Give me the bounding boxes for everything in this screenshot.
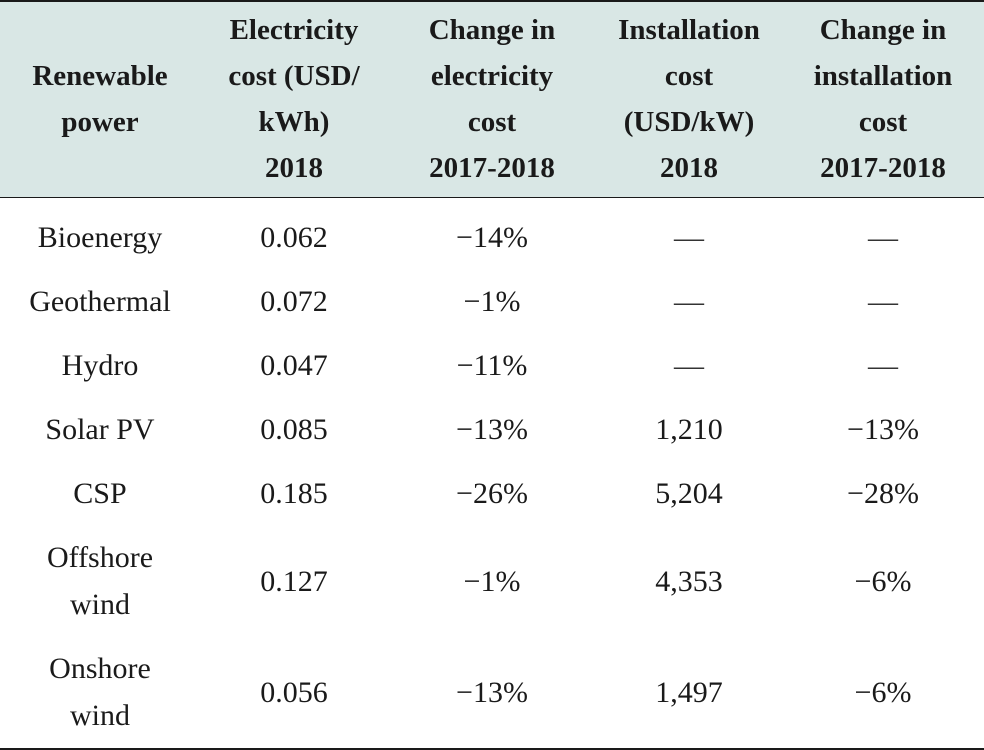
cell-power: CSP [73,477,127,510]
table-row: Bioenergy 0.062 −14% — — [0,197,984,270]
table-row: CSP 0.185 −26% 5,204 −28% [0,462,984,526]
cell-power: Hydro [61,349,139,382]
cell-power: Onshore wind [0,636,200,750]
cell-installation-cost: 1,210 [655,413,723,446]
cell-power: Solar PV [45,413,155,446]
header-installation-cost-change: Change in installation cost 2017-2018 [782,0,984,198]
cell-electricity-change: −26% [456,477,528,510]
cell-electricity-change: −13% [456,413,528,446]
table-row: Onshore wind 0.056 −13% 1,497 −6% [0,636,984,750]
cell-installation-cost: 5,204 [655,477,723,510]
cell-installation-cost: — [674,349,704,382]
cell-power: Bioenergy [37,221,163,254]
header-installation-cost: Installation cost (USD/kW) 2018 [596,0,782,198]
cell-installation-cost: 4,353 [655,564,723,598]
cell-installation-cost: — [674,285,704,318]
header-renewable-power: Renewable power [0,0,200,198]
cell-electricity-change: −1% [463,564,521,598]
cell-installation-change: −6% [782,636,984,750]
cell-electricity-cost: 0.185 [260,477,328,510]
table-row: Solar PV 0.085 −13% 1,210 −13% [0,398,984,462]
cell-electricity-change: −11% [456,349,528,382]
cell-electricity-change: −14% [456,221,528,254]
table-body: Bioenergy 0.062 −14% — — Geothermal 0.07… [0,197,984,750]
cell-electricity-change: −13% [388,636,596,750]
cell-installation-cost: 1,497 [596,636,782,750]
cell-power: Offshore wind [46,541,154,621]
cell-electricity-cost: 0.072 [260,285,328,318]
cell-electricity-cost: 0.127 [260,564,328,598]
cell-installation-change: — [868,285,898,318]
cell-installation-change: — [868,349,898,382]
cell-power: Geothermal [29,285,171,318]
cell-electricity-cost: 0.056 [200,636,388,750]
cell-electricity-cost: 0.062 [260,221,328,254]
table-row: Offshore wind 0.127 −1% 4,353 −6% [0,526,984,637]
cell-installation-cost: — [674,221,704,254]
cell-installation-change: −13% [847,413,919,446]
cell-installation-change: — [868,221,898,254]
cell-electricity-cost: 0.085 [260,413,328,446]
header-electricity-cost: Electricity cost (USD/ kWh) 2018 [200,0,388,198]
table-row: Hydro 0.047 −11% — — [0,334,984,398]
cell-electricity-cost: 0.047 [260,349,328,382]
cell-installation-change: −28% [847,477,919,510]
cell-installation-change: −6% [854,564,912,598]
cell-electricity-change: −1% [463,285,521,318]
table-header: Renewable power Electricity cost (USD/ k… [0,0,984,198]
table-row: Geothermal 0.072 −1% — — [0,270,984,334]
header-electricity-cost-change: Change in electricity cost 2017-2018 [388,0,596,198]
header-row: Renewable power Electricity cost (USD/ k… [0,0,984,198]
